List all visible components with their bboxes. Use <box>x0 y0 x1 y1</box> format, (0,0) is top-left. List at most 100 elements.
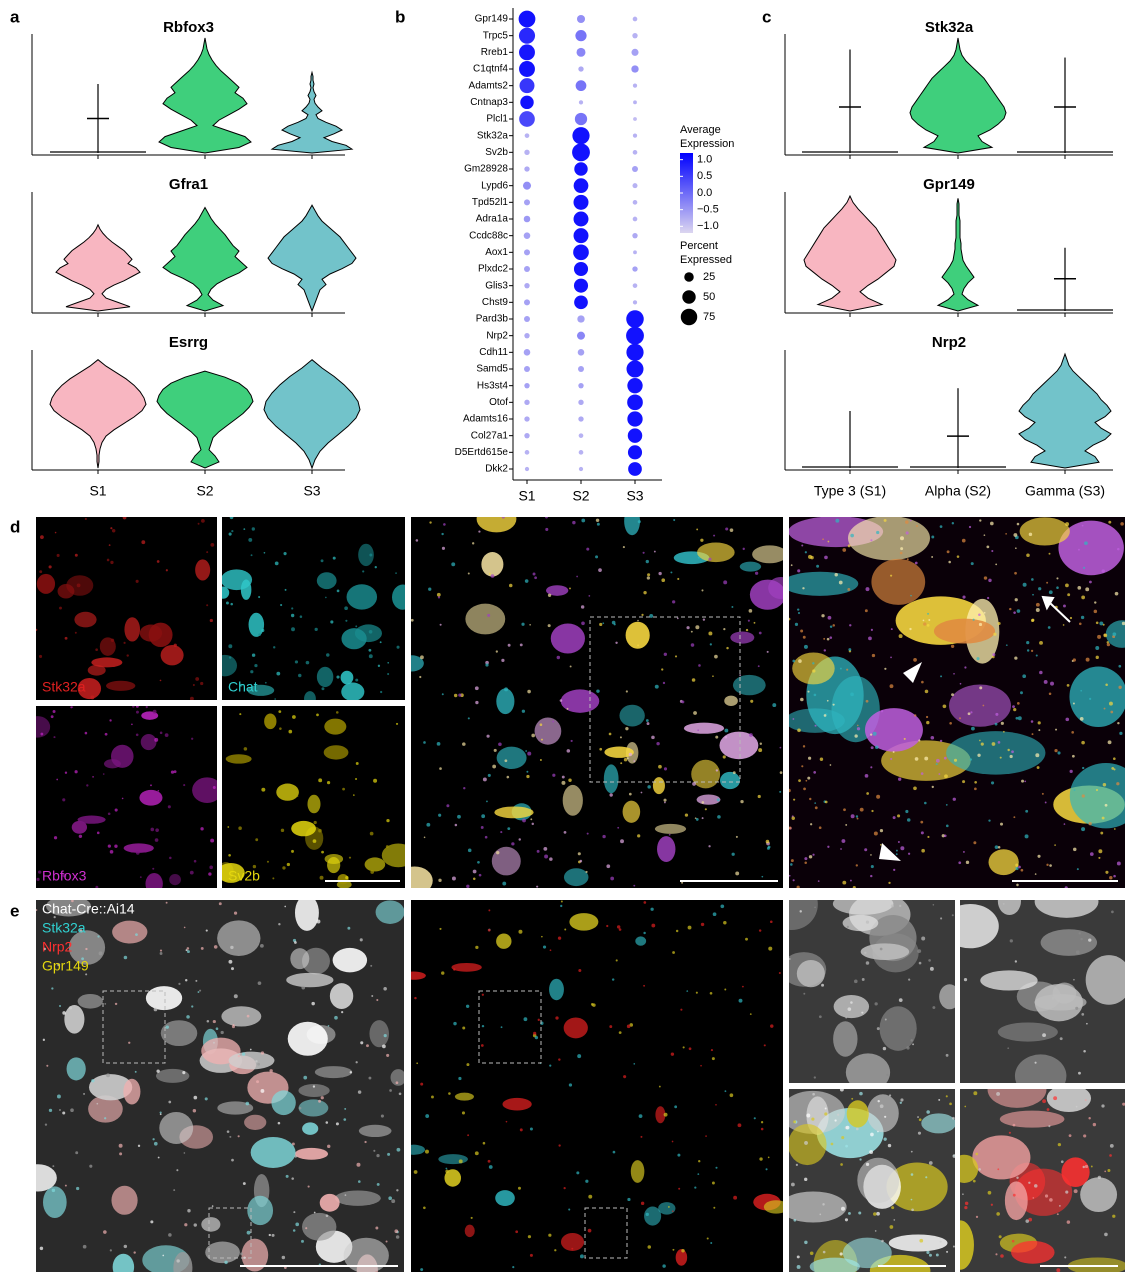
speck <box>840 1088 844 1092</box>
speck <box>314 821 317 824</box>
speck <box>1057 751 1060 754</box>
speck <box>1045 802 1047 804</box>
speck <box>1104 1233 1108 1237</box>
speck <box>870 875 872 877</box>
speck <box>905 520 909 524</box>
speck <box>1037 855 1040 858</box>
cell <box>341 682 364 701</box>
speck <box>558 1058 560 1060</box>
speck <box>135 1071 137 1073</box>
speck <box>802 587 804 589</box>
speck <box>791 816 794 819</box>
speck <box>973 619 975 621</box>
speck <box>599 623 602 626</box>
speck <box>677 578 679 580</box>
speck <box>919 1239 923 1243</box>
speck <box>768 1157 770 1159</box>
speck <box>261 1089 265 1093</box>
speck <box>620 839 624 843</box>
speck <box>1116 782 1119 785</box>
dot <box>577 332 585 340</box>
speck <box>439 767 442 770</box>
speck <box>750 1013 752 1015</box>
speck <box>1049 692 1052 695</box>
speck <box>692 678 696 682</box>
speck <box>375 566 377 568</box>
speck <box>109 544 111 546</box>
speck <box>674 1105 677 1108</box>
speck <box>992 653 995 656</box>
speck <box>926 721 929 724</box>
speck <box>870 1133 874 1137</box>
speck <box>110 527 112 529</box>
speck <box>373 779 377 783</box>
speck <box>530 1127 533 1130</box>
speck <box>337 590 340 593</box>
cell <box>271 1090 295 1115</box>
speck <box>541 936 543 938</box>
speck <box>1016 884 1019 887</box>
cell <box>317 667 333 687</box>
cell <box>496 934 511 949</box>
speck <box>841 1136 844 1139</box>
speck <box>875 1230 877 1232</box>
speck <box>518 838 520 840</box>
speck <box>880 844 882 846</box>
speck <box>906 531 909 534</box>
speck <box>803 636 806 639</box>
speck <box>1096 621 1099 624</box>
speck <box>1104 1171 1106 1173</box>
speck <box>423 741 426 744</box>
cell <box>327 857 340 873</box>
speck <box>793 799 795 801</box>
cell <box>112 921 147 944</box>
gene-label: D5Ertd615e <box>455 447 509 458</box>
speck <box>814 1076 816 1078</box>
speck <box>1009 608 1011 610</box>
speck <box>452 876 456 880</box>
speck <box>210 619 213 622</box>
speck <box>725 736 728 739</box>
speck <box>255 1060 257 1062</box>
speck <box>321 687 324 690</box>
cell <box>833 1021 857 1056</box>
speck <box>269 1069 272 1072</box>
speck <box>991 781 994 784</box>
speck <box>633 760 635 762</box>
dot <box>572 143 590 161</box>
cell <box>697 543 735 563</box>
speck <box>370 965 372 967</box>
speck <box>637 834 640 837</box>
dot <box>632 233 637 238</box>
speck <box>825 801 828 804</box>
speck <box>578 852 581 855</box>
speck <box>1027 649 1029 651</box>
cell <box>64 1005 84 1034</box>
speck <box>651 736 655 740</box>
size-key <box>684 272 694 282</box>
speck <box>633 1063 635 1065</box>
speck <box>475 701 478 704</box>
speck <box>620 736 622 738</box>
speck <box>723 628 725 630</box>
speck <box>851 814 855 818</box>
speck <box>845 1016 847 1018</box>
speck <box>544 855 548 859</box>
size-label: 75 <box>703 311 715 323</box>
speck <box>821 984 824 987</box>
speck <box>230 946 233 949</box>
speck <box>680 1009 682 1011</box>
speck <box>885 1018 887 1020</box>
speck <box>900 547 903 550</box>
speck <box>540 759 542 761</box>
speck <box>1115 592 1119 596</box>
cell <box>341 671 354 685</box>
speck <box>787 789 791 793</box>
cell <box>684 723 724 734</box>
speck <box>840 848 842 850</box>
dot <box>574 212 589 227</box>
cell <box>365 857 386 871</box>
dot <box>578 416 583 421</box>
speck <box>269 1234 271 1236</box>
speck <box>545 516 548 519</box>
